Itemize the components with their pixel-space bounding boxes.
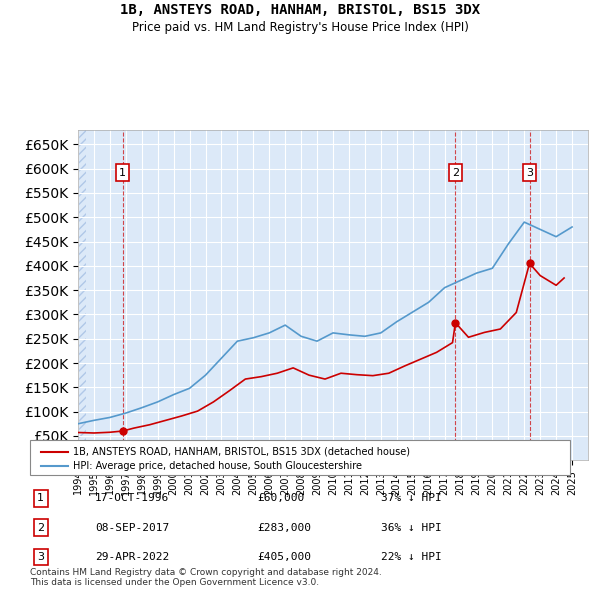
Text: HPI: Average price, detached house, South Gloucestershire: HPI: Average price, detached house, Sout… (73, 461, 362, 471)
Text: 08-SEP-2017: 08-SEP-2017 (95, 523, 169, 533)
Text: 2: 2 (452, 168, 459, 178)
FancyBboxPatch shape (30, 440, 570, 475)
Text: £405,000: £405,000 (257, 552, 311, 562)
Text: 1B, ANSTEYS ROAD, HANHAM, BRISTOL, BS15 3DX: 1B, ANSTEYS ROAD, HANHAM, BRISTOL, BS15 … (120, 3, 480, 17)
Text: 3: 3 (526, 168, 533, 178)
Text: 2: 2 (37, 523, 44, 533)
Text: Price paid vs. HM Land Registry's House Price Index (HPI): Price paid vs. HM Land Registry's House … (131, 21, 469, 34)
Text: 36% ↓ HPI: 36% ↓ HPI (381, 523, 442, 533)
Text: 1: 1 (119, 168, 126, 178)
Text: £60,000: £60,000 (257, 493, 304, 503)
Text: 37% ↓ HPI: 37% ↓ HPI (381, 493, 442, 503)
Text: 3: 3 (37, 552, 44, 562)
Text: 22% ↓ HPI: 22% ↓ HPI (381, 552, 442, 562)
Text: Contains HM Land Registry data © Crown copyright and database right 2024.
This d: Contains HM Land Registry data © Crown c… (30, 568, 382, 587)
Text: 1B, ANSTEYS ROAD, HANHAM, BRISTOL, BS15 3DX (detached house): 1B, ANSTEYS ROAD, HANHAM, BRISTOL, BS15 … (73, 447, 410, 457)
Text: £283,000: £283,000 (257, 523, 311, 533)
Text: 1: 1 (37, 493, 44, 503)
Text: 17-OCT-1996: 17-OCT-1996 (95, 493, 169, 503)
Text: 29-APR-2022: 29-APR-2022 (95, 552, 169, 562)
